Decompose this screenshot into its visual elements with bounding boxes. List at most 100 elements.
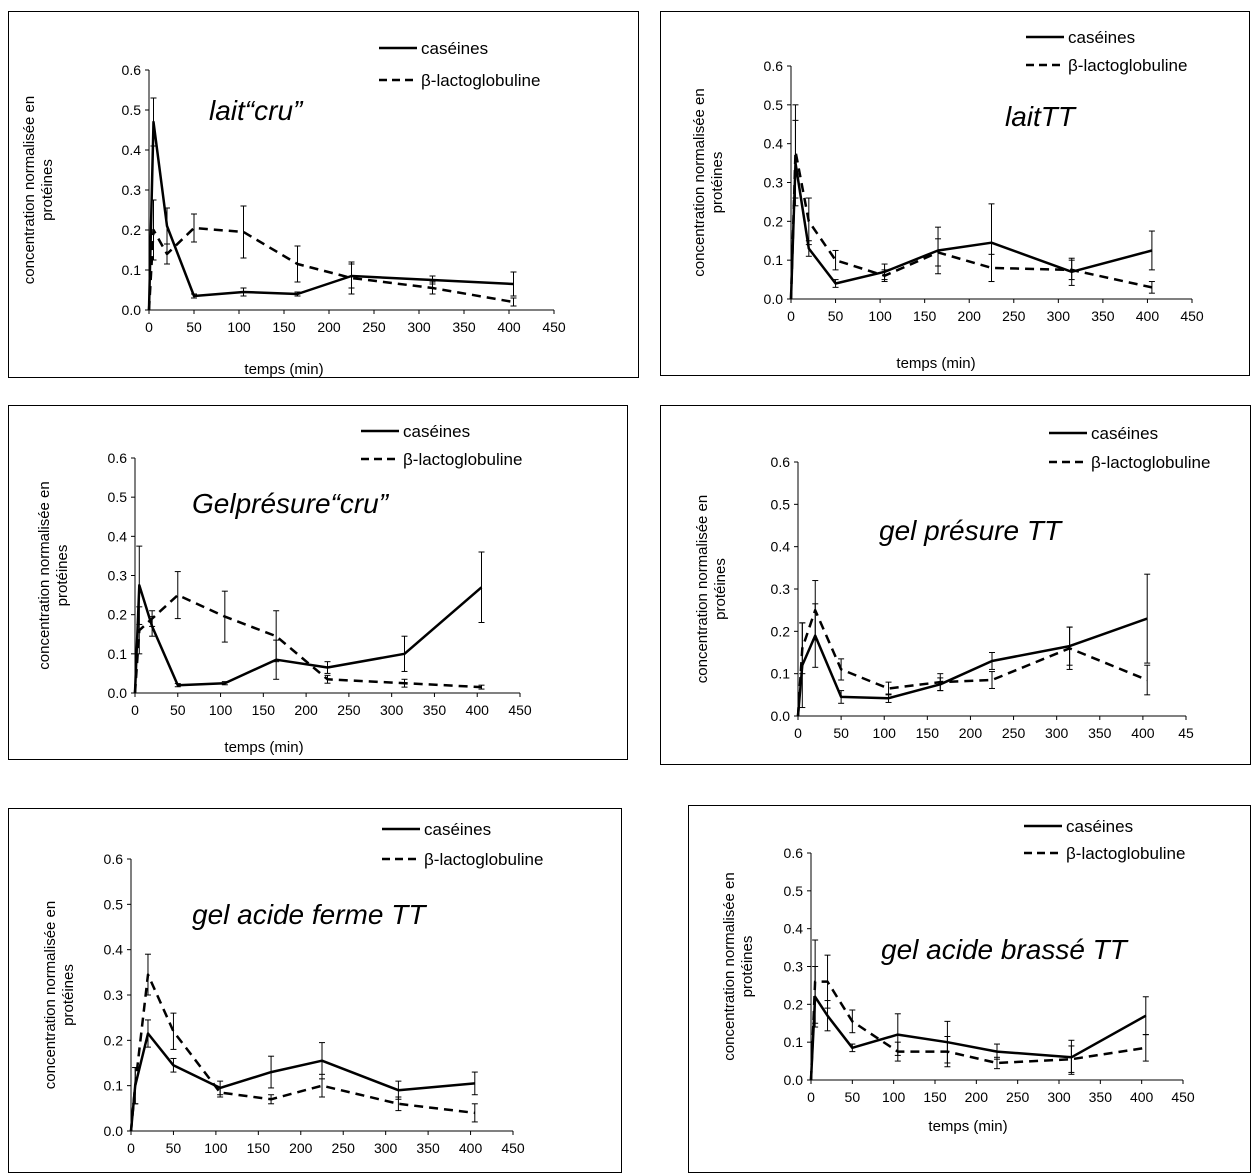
error-bar bbox=[838, 658, 845, 681]
x-tick-label: 100 bbox=[882, 1089, 906, 1105]
y-tick-label: 0.4 bbox=[771, 539, 791, 555]
x-tick-label: 350 bbox=[1089, 1089, 1113, 1105]
error-bar bbox=[294, 245, 301, 283]
error-bar bbox=[1066, 626, 1073, 670]
error-bar bbox=[170, 1012, 177, 1050]
x-tick-label: 300 bbox=[374, 1140, 398, 1156]
legend-label-blg: β-lactoglobuline bbox=[421, 71, 540, 90]
error-bar bbox=[221, 590, 228, 643]
y-axis-label: protéines bbox=[739, 936, 756, 998]
x-tick-label: 200 bbox=[317, 319, 341, 335]
error-bar bbox=[136, 606, 143, 655]
error-bar bbox=[832, 279, 839, 288]
x-tick-label: 0 bbox=[807, 1089, 815, 1105]
error-bar bbox=[935, 238, 942, 267]
series-line-blg bbox=[789, 150, 1153, 300]
error-bar bbox=[429, 281, 436, 295]
x-tick-label: 200 bbox=[959, 725, 983, 741]
y-tick-label: 0.0 bbox=[122, 302, 142, 318]
x-tick-label: 50 bbox=[845, 1089, 861, 1105]
y-tick-label: 0.6 bbox=[108, 450, 128, 466]
x-tick-label: 200 bbox=[958, 308, 982, 324]
y-tick-label: 0.6 bbox=[122, 62, 142, 78]
y-tick-label: 0.4 bbox=[784, 921, 804, 937]
y-tick-label: 0.5 bbox=[104, 896, 124, 912]
y-tick-label: 0.3 bbox=[771, 581, 791, 597]
legend-label-blg: β-lactoglobuline bbox=[1068, 56, 1187, 75]
x-tick-label: 0 bbox=[145, 319, 153, 335]
x-tick-label: 400 bbox=[1130, 1089, 1154, 1105]
y-tick-label: 0.4 bbox=[764, 136, 784, 152]
x-tick-label: 200 bbox=[294, 702, 318, 718]
y-axis-label: concentration normalisée en bbox=[721, 872, 738, 1060]
error-bar bbox=[144, 953, 151, 996]
y-tick-label: 0.6 bbox=[771, 454, 791, 470]
error-bar bbox=[324, 674, 331, 684]
y-axis-label: protéines bbox=[712, 558, 729, 620]
error-bar bbox=[894, 1041, 901, 1062]
y-tick-label: 0.2 bbox=[764, 213, 784, 229]
error-bar bbox=[478, 684, 485, 690]
series-line-caseines bbox=[809, 995, 1147, 1081]
error-bar bbox=[471, 1071, 478, 1096]
x-tick-label: 0 bbox=[127, 1140, 135, 1156]
series-line-blg bbox=[129, 973, 475, 1132]
series-line-blg bbox=[809, 980, 1146, 1081]
error-bar bbox=[191, 293, 197, 299]
legend-label-blg: β-lactoglobuline bbox=[1066, 844, 1185, 863]
error-bar bbox=[885, 681, 892, 696]
error-bar bbox=[240, 205, 247, 259]
chart-svg: 0.0 0.1 0.2 0.3 0.4 0.5 0.6 0 50 100 150 200 250 300 3… bbox=[42, 820, 543, 1156]
error-bar bbox=[174, 683, 181, 688]
y-tick-label: 0.0 bbox=[764, 291, 784, 307]
chart-panel-gel-presure-tt: 0.0 0.1 0.2 0.3 0.4 0.5 0.6 0 50 100 150 200 250 300 3… bbox=[660, 405, 1251, 765]
error-bar bbox=[1148, 230, 1155, 271]
x-tick-label: 350 bbox=[1091, 308, 1115, 324]
legend-label-blg: β-lactoglobuline bbox=[1091, 453, 1210, 472]
x-tick-label: 100 bbox=[873, 725, 897, 741]
y-axis-label: protéines bbox=[39, 159, 56, 221]
x-axis-label: temps (min) bbox=[224, 739, 303, 756]
y-tick-label: 0.4 bbox=[104, 942, 124, 958]
chart-title: gel présure TT bbox=[879, 515, 1063, 546]
error-bar bbox=[164, 243, 170, 265]
legend-label-caseines: caséines bbox=[421, 39, 488, 58]
legend-label-caseines: caséines bbox=[424, 820, 491, 839]
x-tick-label: 100 bbox=[209, 702, 233, 718]
y-axis-label: concentration normalisée en bbox=[36, 481, 53, 669]
legend-label-caseines: caséines bbox=[1091, 424, 1158, 443]
error-bar bbox=[989, 671, 995, 689]
error-bar bbox=[471, 1103, 478, 1123]
error-bar bbox=[268, 1094, 275, 1105]
error-bar bbox=[149, 610, 156, 627]
error-bar bbox=[319, 1073, 325, 1098]
y-tick-label: 0.6 bbox=[104, 851, 124, 867]
y-tick-label: 0.3 bbox=[764, 175, 784, 191]
y-axis-label: protéines bbox=[54, 545, 71, 607]
y-tick-label: 0.3 bbox=[784, 959, 804, 975]
chart-title: gel acide ferme TT bbox=[192, 899, 427, 930]
legend-label-caseines: caséines bbox=[1068, 28, 1135, 47]
error-bar bbox=[1068, 259, 1075, 281]
error-bar bbox=[240, 287, 247, 297]
x-tick-label: 100 bbox=[868, 308, 892, 324]
error-bar bbox=[144, 1019, 151, 1048]
error-bar bbox=[849, 1043, 856, 1053]
x-tick-label: 0 bbox=[131, 702, 139, 718]
y-tick-label: 0.3 bbox=[122, 182, 142, 198]
x-tick-label: 250 bbox=[332, 1140, 356, 1156]
error-bar bbox=[988, 253, 995, 283]
error-bar bbox=[150, 97, 157, 147]
x-tick-label: 50 bbox=[186, 319, 202, 335]
x-tick-label: 250 bbox=[337, 702, 361, 718]
y-tick-label: 0.5 bbox=[764, 97, 784, 113]
x-tick-label: 150 bbox=[272, 319, 296, 335]
y-axis-label: concentration normalisée en bbox=[42, 901, 59, 1089]
y-tick-label: 0.6 bbox=[764, 58, 784, 74]
x-tick-label: 0 bbox=[787, 308, 795, 324]
error-bar bbox=[994, 1056, 1000, 1070]
chart-svg: 0.0 0.1 0.2 0.3 0.4 0.5 0.6 0 50 100 150 200 250 300 3… bbox=[691, 28, 1204, 372]
error-bar bbox=[170, 1057, 177, 1073]
chart-title: laitTT bbox=[1005, 101, 1077, 132]
y-tick-label: 0.4 bbox=[108, 528, 128, 544]
